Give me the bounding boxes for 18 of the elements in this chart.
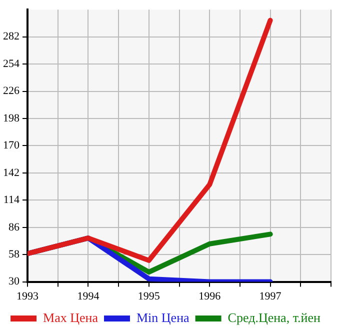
y-tick-label: 86: [8, 221, 20, 234]
y-tick-label: 170: [3, 140, 20, 152]
x-tick-label: 1993: [16, 290, 39, 302]
y-tick-label: 198: [3, 112, 20, 124]
y-tick-label: 282: [3, 30, 20, 43]
y-tick-label: 254: [3, 58, 20, 70]
y-tick-label: 30: [8, 276, 20, 288]
y-tick-label: 226: [3, 85, 20, 98]
y-tick-label: 58: [8, 248, 20, 260]
x-tick-label: 1997: [259, 290, 282, 302]
x-tick-label: 1994: [77, 290, 100, 302]
x-tick-label: 1995: [138, 290, 160, 302]
y-tick-label: 142: [3, 166, 20, 179]
y-tick-label: 114: [3, 194, 20, 206]
legend-label: Min Цена: [136, 310, 190, 325]
legend-label: Сред.Цена, т.йен: [228, 310, 321, 325]
x-tick-label: 1996: [198, 290, 222, 302]
legend-label: Max Цена: [43, 310, 98, 325]
